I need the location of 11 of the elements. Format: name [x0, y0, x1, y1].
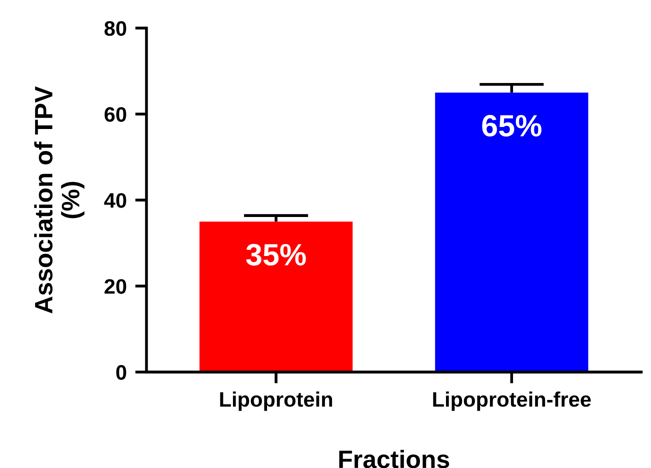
x-tick-label: Lipoprotein	[220, 392, 332, 411]
data-label: 65%	[482, 114, 542, 137]
y-tick-label: 0	[116, 365, 126, 380]
x-axis-title: Fractions	[339, 450, 450, 468]
data-label: 35%	[246, 244, 306, 266]
x-tick-label: Lipoprotein-free	[433, 392, 591, 411]
y-tick-label: 60	[104, 107, 126, 122]
y-tick-label: 40	[104, 193, 126, 208]
y-tick-label: 20	[104, 279, 126, 294]
y-tick-label: 80	[104, 21, 126, 36]
y-axis-title: Association of TPV (%)	[34, 86, 84, 314]
